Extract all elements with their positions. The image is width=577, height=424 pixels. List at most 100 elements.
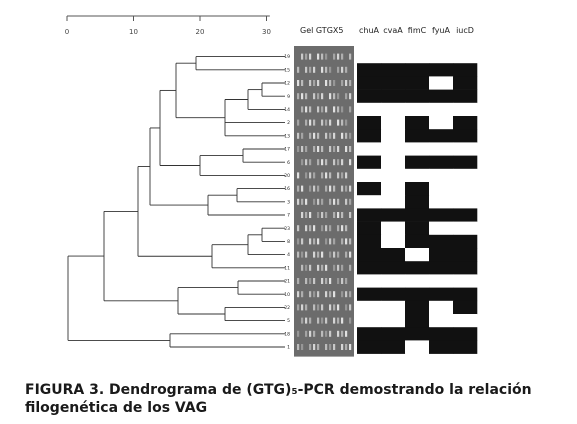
- gel-band: [333, 264, 336, 271]
- gel-band: [313, 80, 316, 86]
- gel-band: [333, 159, 336, 166]
- gel-band: [297, 146, 300, 152]
- gel-band: [297, 225, 300, 232]
- gel-band: [333, 251, 336, 258]
- presence-cell: [405, 300, 430, 315]
- gel-band: [321, 251, 324, 258]
- gel-band: [305, 251, 308, 258]
- presence-cell: [357, 142, 382, 156]
- gel-band: [313, 146, 316, 152]
- strain-label: 18: [284, 331, 290, 337]
- strain-label: 21: [284, 279, 290, 285]
- presence-cell: [453, 340, 478, 354]
- presence-cell: [381, 327, 406, 341]
- gel-band: [345, 238, 348, 245]
- presence-cell: [357, 287, 382, 302]
- gel-band: [301, 264, 304, 271]
- gel-band: [309, 53, 312, 60]
- presence-cell: [381, 50, 406, 64]
- presence-cell: [357, 89, 382, 104]
- gel-band: [337, 304, 340, 311]
- gel-band: [301, 238, 304, 245]
- gel-band: [297, 119, 300, 126]
- presence-cell: [381, 63, 406, 77]
- gel-band: [345, 278, 348, 284]
- presence-cell: [429, 76, 454, 90]
- gel-band: [329, 132, 332, 139]
- gel-band: [325, 330, 328, 337]
- gel-band: [329, 330, 332, 337]
- gel-band: [305, 106, 308, 113]
- presence-cell: [357, 261, 382, 275]
- gel-band: [301, 146, 304, 152]
- axis-tick-label: 30: [262, 28, 271, 36]
- gel-band: [345, 330, 348, 337]
- gel-band: [305, 304, 308, 311]
- presence-cell: [405, 234, 430, 249]
- gel-band: [321, 225, 324, 232]
- presence-matrix: [357, 50, 478, 354]
- presence-cell: [381, 155, 406, 170]
- presence-cell: [357, 340, 382, 354]
- gel-band: [313, 291, 316, 298]
- gel-band: [337, 198, 340, 205]
- presence-cell: [357, 314, 382, 328]
- gel-band: [325, 185, 328, 192]
- presence-cell: [405, 261, 430, 275]
- presence-cell: [381, 195, 406, 209]
- gel-band: [317, 291, 320, 298]
- gel-band: [301, 159, 304, 166]
- presence-cell: [381, 274, 406, 288]
- gel-band: [313, 330, 316, 337]
- presence-cell: [429, 168, 454, 183]
- gel-band: [309, 264, 312, 271]
- gel-band: [333, 146, 336, 152]
- gel-band: [297, 80, 300, 86]
- presence-cell: [381, 261, 406, 275]
- presence-cell: [453, 50, 478, 64]
- gel-band: [301, 80, 304, 86]
- gel-band: [309, 238, 312, 245]
- gel-band: [297, 238, 300, 245]
- gel-band: [333, 291, 336, 298]
- presence-cell: [357, 274, 382, 288]
- strain-label: 1: [287, 345, 290, 351]
- presence-cell: [453, 234, 478, 249]
- gel-band: [317, 159, 320, 166]
- strain-label: 5: [287, 318, 290, 324]
- strain-label: 14: [284, 107, 290, 113]
- strain-label: 15: [284, 67, 290, 73]
- gel-band: [309, 172, 312, 179]
- gel-band: [337, 146, 340, 152]
- presence-cell: [381, 221, 406, 236]
- presence-cell: [381, 102, 406, 117]
- presence-cell: [381, 287, 406, 302]
- presence-cell: [405, 221, 430, 236]
- gel-band: [341, 66, 344, 73]
- presence-cell: [405, 129, 430, 143]
- presence-cell: [453, 155, 478, 170]
- gel-band: [325, 317, 328, 324]
- presence-cell: [453, 314, 478, 328]
- gel-band: [313, 225, 316, 232]
- gel-band: [325, 159, 328, 166]
- strain-label: 6: [287, 160, 290, 166]
- presence-cell: [381, 182, 406, 196]
- presence-cell: [453, 195, 478, 209]
- gel-band: [321, 330, 324, 337]
- gel-band: [297, 330, 300, 337]
- gel-band: [317, 146, 320, 152]
- gel-band: [313, 278, 316, 284]
- presence-cell: [405, 274, 430, 288]
- gel-band: [309, 291, 312, 298]
- presence-cell: [405, 50, 430, 64]
- gel-band: [325, 119, 328, 126]
- gel-band: [321, 317, 324, 324]
- gel-band: [305, 146, 308, 152]
- gel-band: [325, 106, 328, 113]
- presence-cell: [429, 274, 454, 288]
- gel-band: [345, 251, 348, 258]
- gel-band: [309, 106, 312, 113]
- gel-band: [349, 93, 352, 100]
- gel-band: [333, 304, 336, 311]
